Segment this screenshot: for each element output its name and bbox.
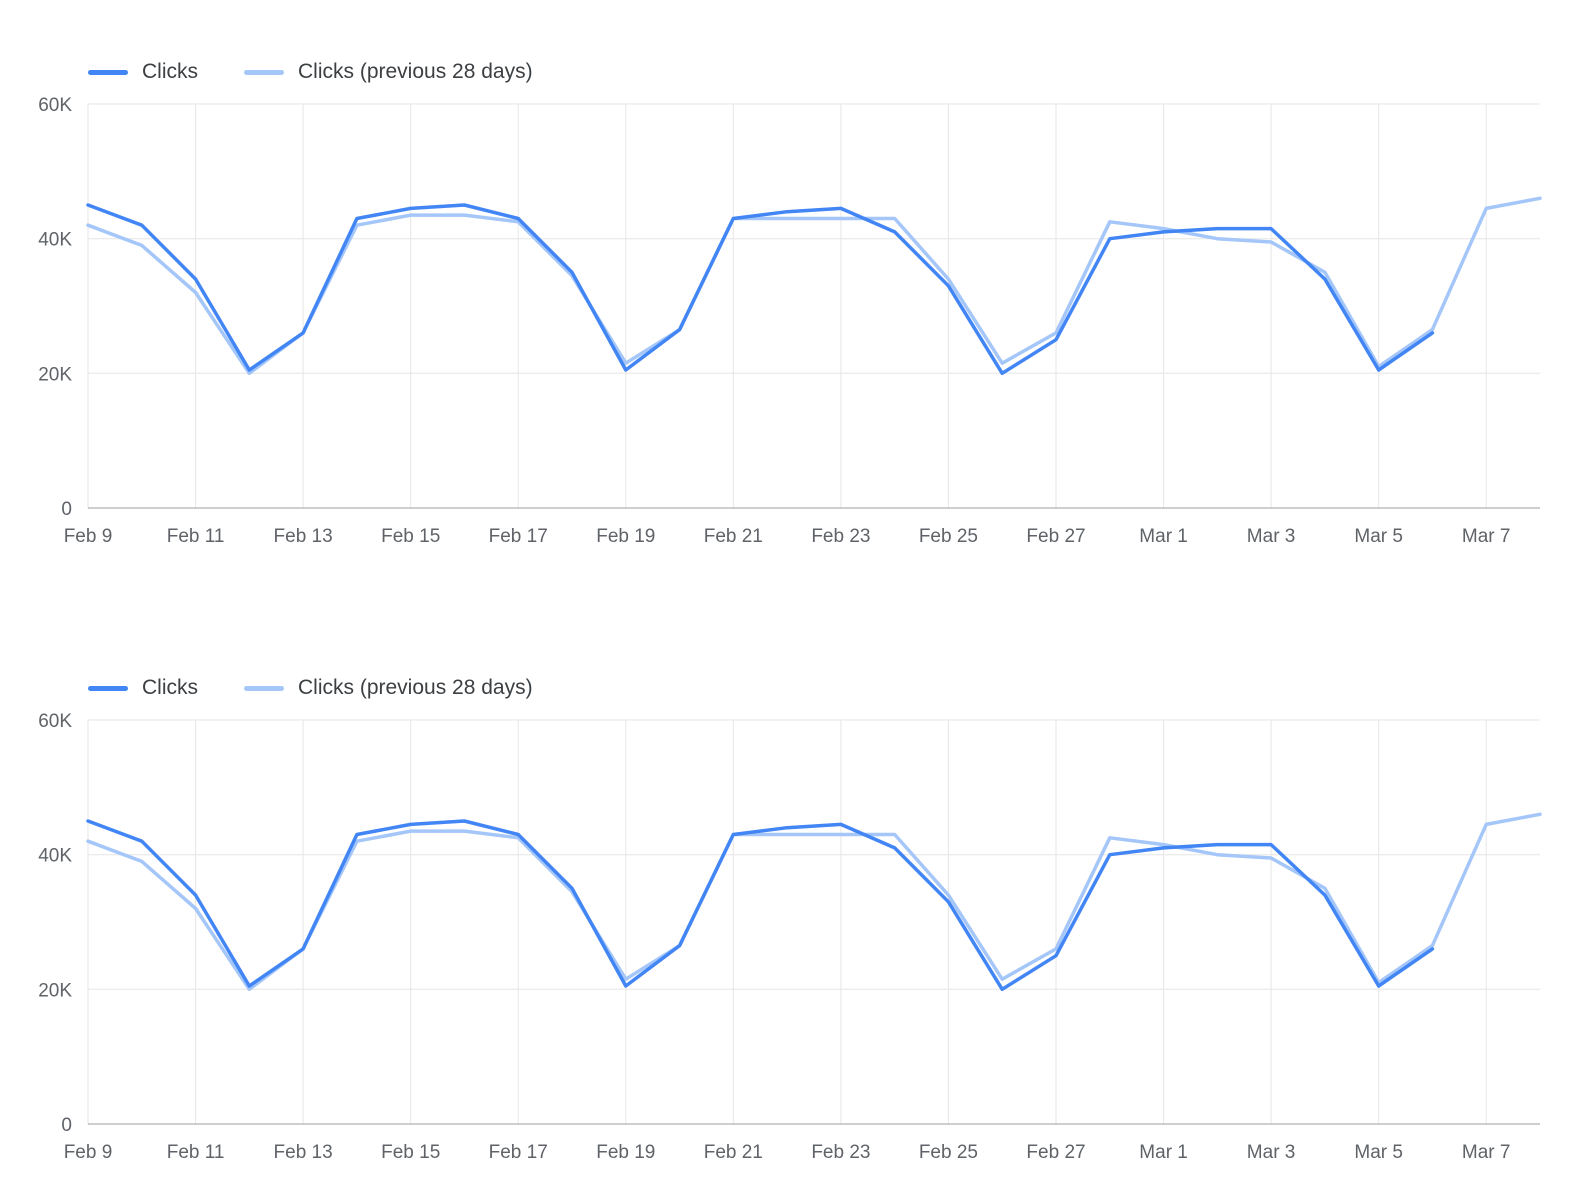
x-axis-tick-label: Feb 25 [919, 1142, 978, 1163]
legend-item-clicks-previous[interactable]: Clicks (previous 28 days) [244, 60, 533, 84]
clicks-previous-line-swatch [244, 69, 284, 75]
legend-item-clicks-previous[interactable]: Clicks (previous 28 days) [244, 676, 533, 700]
y-axis-tick-label: 20K [38, 364, 72, 385]
x-axis-tick-label: Feb 13 [274, 1142, 333, 1163]
x-axis-tick-label: Feb 9 [64, 1142, 113, 1163]
x-axis-tick-label: Mar 5 [1354, 1142, 1403, 1163]
clicks-chart-block-top: Clicks Clicks (previous 28 days) 0 20K 40K… [0, 56, 1572, 554]
legend-label-clicks: Clicks [142, 676, 198, 699]
line-chart-svg: 0 20K 40K 60K Feb 9 Feb 11 Feb 13 Feb 15 Feb 17 F… [38, 711, 1542, 1163]
series-line [86, 819, 1435, 992]
x-axis-tick-label: Mar 1 [1139, 526, 1188, 547]
legend-label-clicks-previous: Clicks (previous 28 days) [298, 676, 533, 699]
clicks-previous-line-swatch [244, 685, 284, 691]
x-axis-tick-label: Feb 11 [167, 1142, 225, 1163]
legend-label-clicks-previous: Clicks (previous 28 days) [298, 60, 533, 83]
y-axis-tick-label: 0 [61, 499, 72, 520]
x-axis-tick-label: Mar 1 [1139, 1142, 1188, 1163]
y-axis-tick-label: 40K [38, 230, 72, 251]
x-axis-tick-label: Mar 3 [1247, 1142, 1296, 1163]
x-axis-tick-label: Feb 21 [704, 1142, 763, 1163]
legend-item-clicks[interactable]: Clicks [88, 676, 198, 700]
series-line [86, 196, 1542, 376]
x-axis-tick-label: Feb 27 [1026, 1142, 1085, 1163]
x-axis-tick-label: Mar 5 [1354, 526, 1403, 547]
x-axis-tick-label: Mar 7 [1462, 1142, 1511, 1163]
x-axis-tick-label: Feb 23 [811, 526, 870, 547]
y-axis-tick-label: 20K [38, 980, 72, 1001]
legend: Clicks Clicks (previous 28 days) [88, 672, 1572, 704]
legend-item-clicks[interactable]: Clicks [88, 60, 198, 84]
x-axis-tick-label: Feb 15 [381, 526, 440, 547]
x-axis-tick-label: Feb 27 [1026, 526, 1085, 547]
y-axis-tick-label: 0 [61, 1115, 72, 1136]
clicks-chart-block-bottom: Clicks Clicks (previous 28 days) 0 20K 40K… [0, 672, 1572, 1170]
y-axis-tick-label: 60K [38, 711, 72, 732]
series-line [86, 203, 1435, 376]
y-axis-tick-label: 60K [38, 95, 72, 116]
line-chart-svg: 0 20K 40K 60K Feb 9 Feb 11 Feb 13 Feb 15 Feb 17 F… [38, 95, 1542, 547]
y-axis-tick-label: 40K [38, 846, 72, 867]
series-line [86, 812, 1542, 992]
x-axis-tick-label: Feb 17 [489, 1142, 548, 1163]
x-axis-tick-label: Feb 11 [167, 526, 225, 547]
x-axis-tick-label: Feb 19 [596, 526, 655, 547]
x-axis-tick-label: Feb 17 [489, 526, 548, 547]
x-axis-tick-label: Feb 15 [381, 1142, 440, 1163]
x-axis-tick-label: Feb 23 [811, 1142, 870, 1163]
x-axis-tick-label: Mar 7 [1462, 526, 1511, 547]
x-axis-tick-label: Feb 19 [596, 1142, 655, 1163]
x-axis-tick-label: Feb 21 [704, 526, 763, 547]
x-axis-tick-label: Feb 13 [274, 526, 333, 547]
clicks-line-swatch [88, 69, 128, 75]
legend: Clicks Clicks (previous 28 days) [88, 56, 1572, 88]
x-axis-tick-label: Feb 25 [919, 526, 978, 547]
legend-label-clicks: Clicks [142, 60, 198, 83]
clicks-line-swatch [88, 685, 128, 691]
x-axis-tick-label: Feb 9 [64, 526, 113, 547]
x-axis-tick-label: Mar 3 [1247, 526, 1296, 547]
